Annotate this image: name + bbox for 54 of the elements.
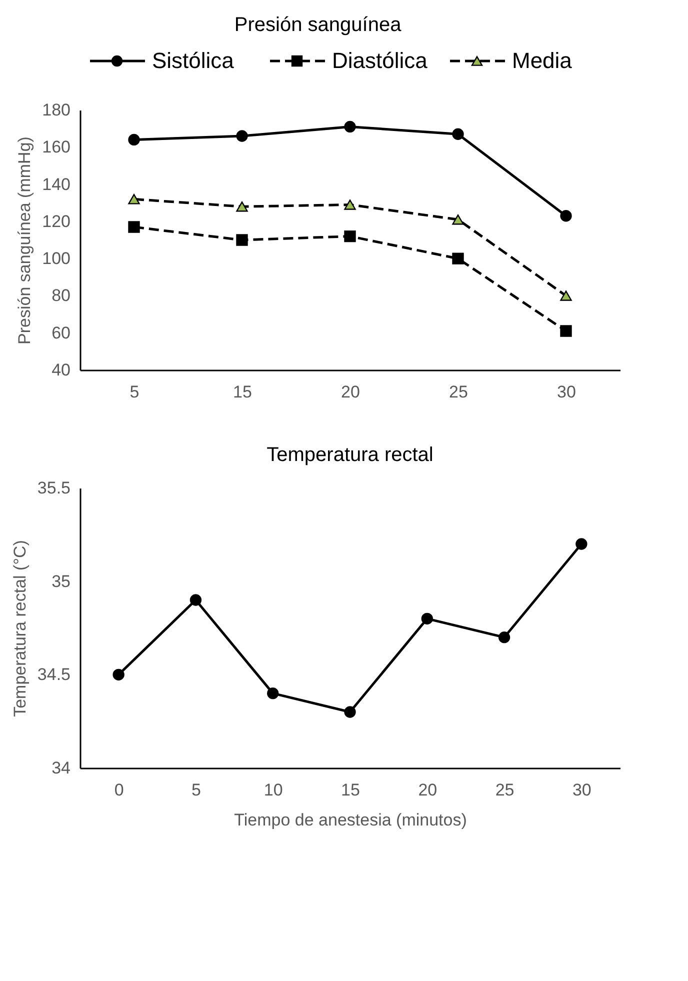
x-tick-label: 20	[418, 780, 438, 800]
point	[344, 230, 356, 242]
point	[560, 325, 572, 337]
point	[344, 120, 356, 133]
point	[190, 594, 202, 606]
point	[344, 200, 356, 210]
y-axis-title: Presión sanguínea (mmHg)	[15, 136, 34, 344]
x-tick-label: 10	[264, 780, 283, 800]
y-tick-label: 35.5	[37, 478, 70, 498]
legend-label: Diastólica	[332, 48, 428, 73]
x-tick-label: 5	[130, 382, 140, 402]
point	[128, 194, 140, 204]
y-tick-label: 140	[42, 174, 70, 194]
y-tick-label: 34.5	[37, 665, 70, 684]
point	[576, 538, 588, 550]
point	[112, 668, 124, 680]
point	[452, 214, 464, 225]
y-axis-title: Temperatura rectal (°C)	[10, 540, 30, 717]
y-tick-label: 80	[52, 286, 70, 306]
y-tick-label: 60	[52, 323, 70, 342]
chart-title: Temperatura rectal	[266, 444, 434, 466]
x-tick-label: 15	[341, 780, 360, 800]
y-tick-label: 180	[42, 100, 70, 120]
y-tick-label: 160	[42, 138, 70, 157]
point	[236, 130, 248, 142]
point	[236, 234, 248, 246]
y-tick-label: 35	[52, 572, 70, 591]
point	[128, 221, 140, 233]
point	[498, 632, 510, 644]
point	[560, 210, 572, 222]
y-tick-label: 40	[52, 360, 70, 380]
x-tick-label: 30	[557, 382, 576, 402]
legend-label: Sistólica	[152, 48, 235, 73]
x-tick-label: 20	[341, 382, 360, 402]
y-tick-label: 34	[52, 758, 70, 778]
point	[236, 201, 248, 212]
point	[344, 706, 356, 718]
point	[452, 128, 464, 140]
point	[128, 134, 140, 146]
x-tick-label: 25	[449, 382, 468, 402]
x-tick-label: 0	[114, 780, 124, 800]
y-tick-label: 120	[42, 212, 70, 231]
y-tick-label: 100	[42, 249, 70, 268]
x-tick-label: 5	[191, 780, 201, 800]
x-tick-label: 25	[495, 780, 514, 800]
x-tick-label: 30	[572, 780, 592, 800]
point	[560, 290, 572, 301]
chart-title: Presión sanguínea	[234, 14, 402, 36]
x-tick-label: 15	[233, 382, 252, 402]
legend-label: Media	[512, 48, 573, 73]
x-axis-title: Tiempo de anestesia (minutos)	[234, 810, 467, 830]
point	[421, 612, 433, 624]
point	[267, 688, 279, 700]
point	[452, 252, 464, 264]
